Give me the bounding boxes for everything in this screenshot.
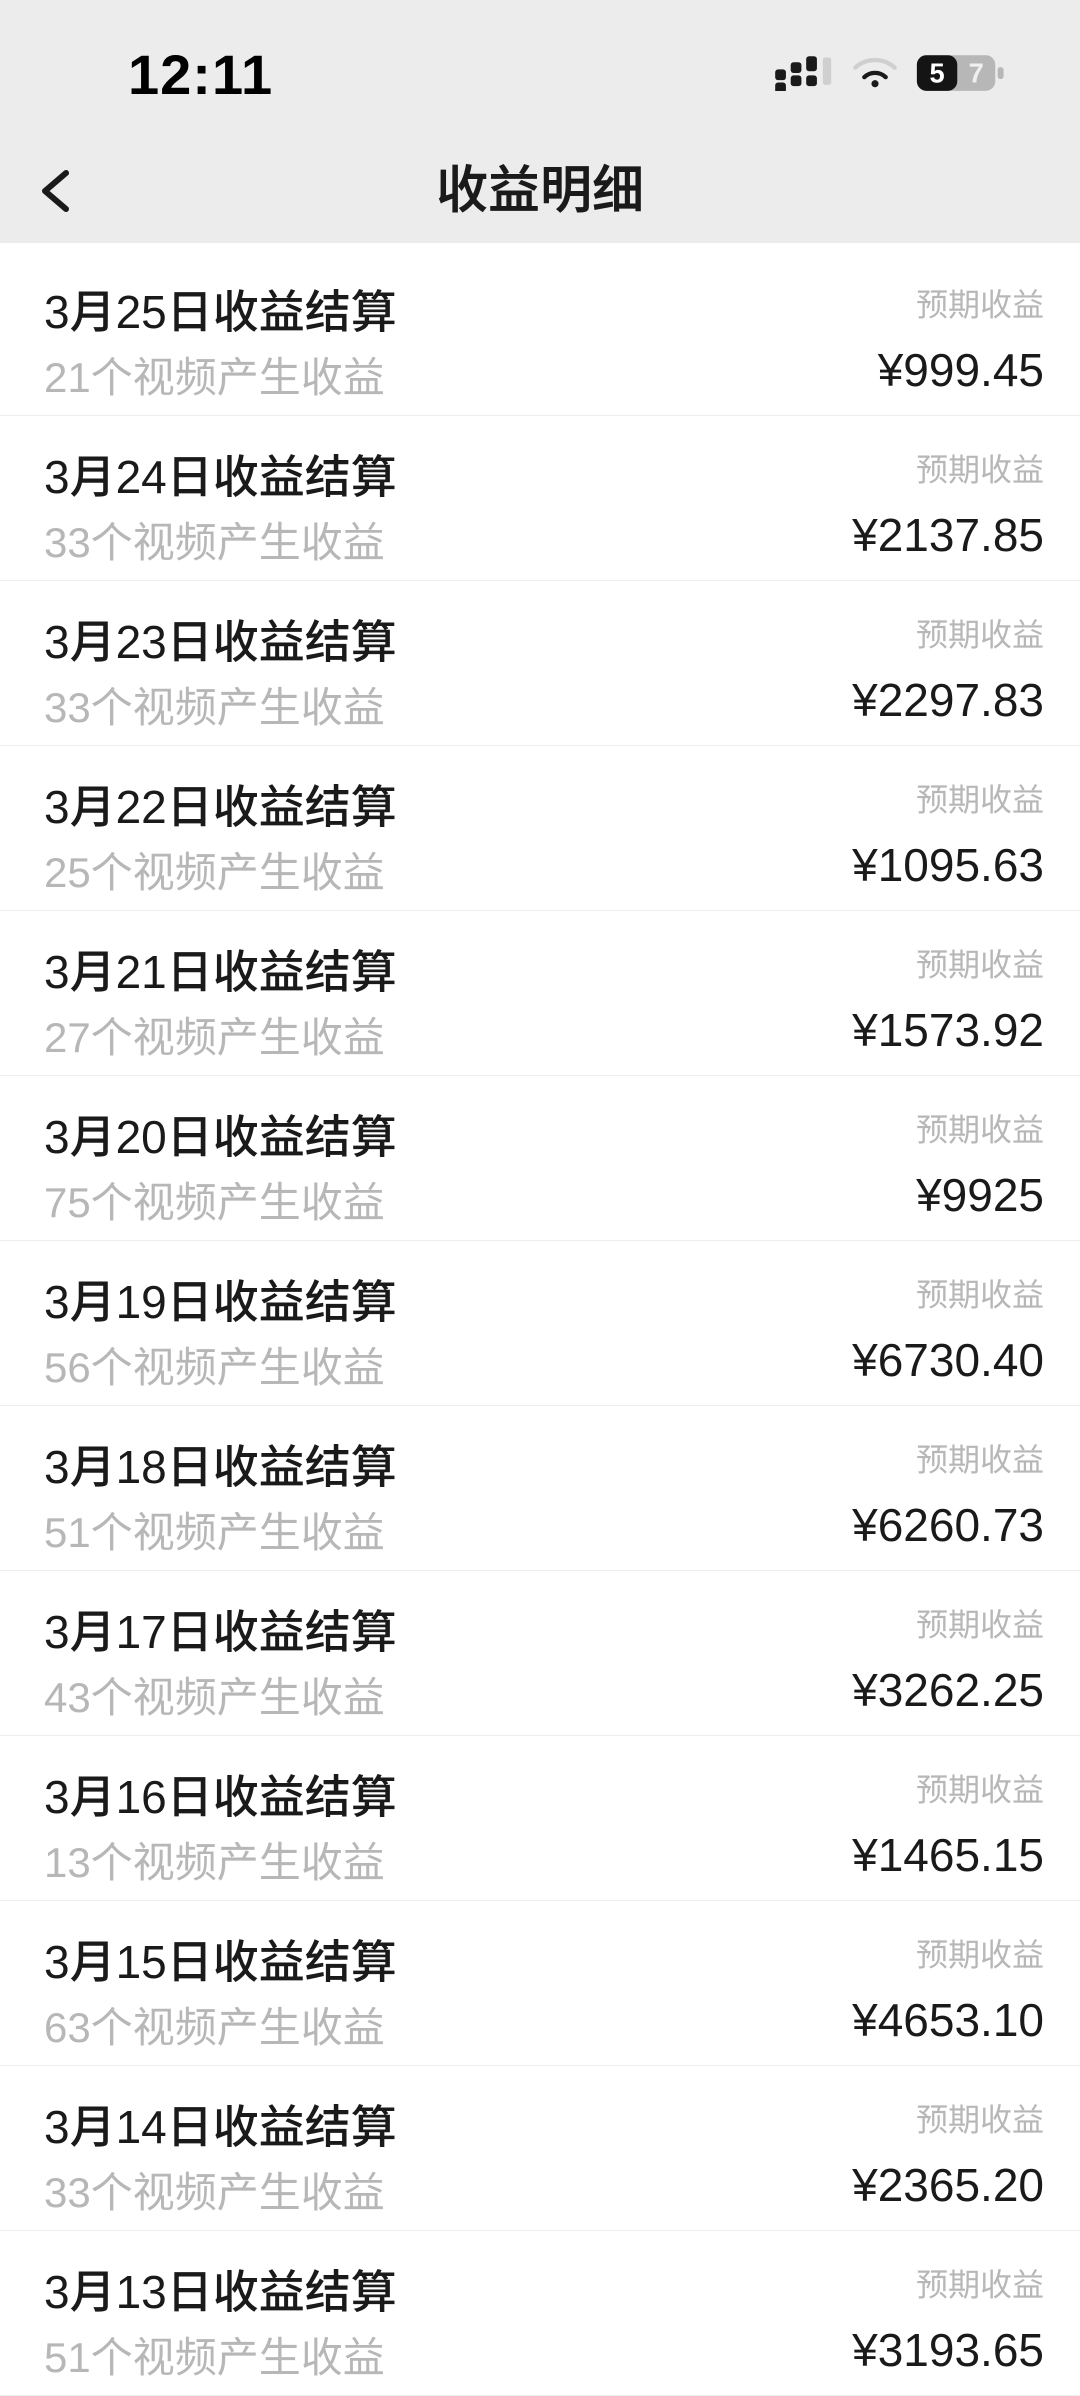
svg-text:7: 7 (969, 58, 984, 89)
svg-text:5: 5 (929, 58, 944, 89)
